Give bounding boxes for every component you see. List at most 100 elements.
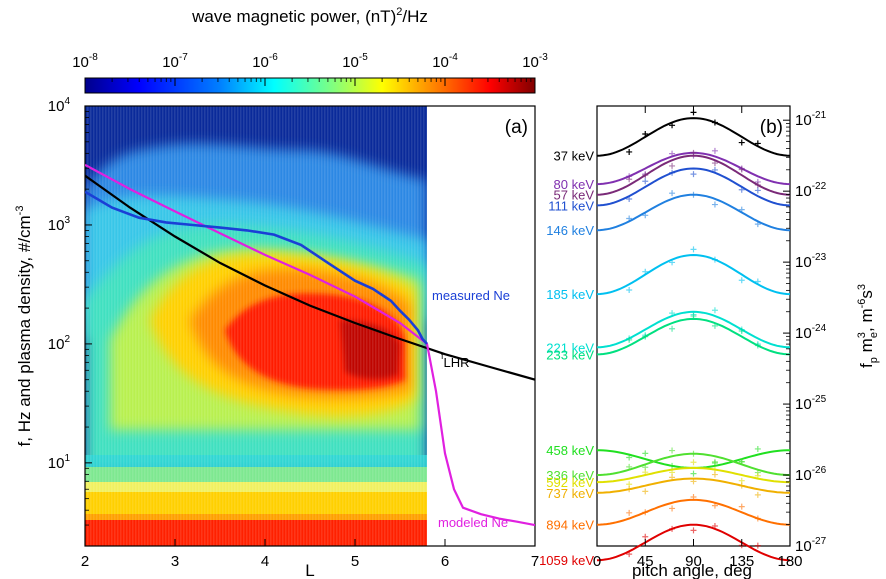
colorbar-title: wave magnetic power, (nT)2/Hz <box>191 6 428 26</box>
x-tick-label: 90 <box>685 553 702 570</box>
data-point <box>738 166 745 173</box>
measured-ne-line <box>85 190 428 345</box>
data-point <box>690 459 697 466</box>
energy-label: 80 keV <box>554 177 595 192</box>
panel-b-ylabel: fp m3e, m-6s3 <box>856 284 880 368</box>
data-point <box>669 505 676 512</box>
data-point <box>738 186 745 193</box>
energy-label: 146 keV <box>546 223 594 238</box>
colorbar-tick-label: 10-6 <box>252 52 278 71</box>
data-point <box>754 472 761 479</box>
energy-label: 1059 keV <box>539 553 594 568</box>
energy-label: 37 keV <box>554 149 595 164</box>
data-point <box>711 147 718 154</box>
spectrogram <box>85 106 427 546</box>
data-point <box>642 212 649 219</box>
y-tick-label: 10-22 <box>795 181 827 200</box>
measured-ne-label: measured Ne <box>432 288 510 303</box>
energy-label: 592 keV <box>546 475 594 490</box>
energy-label: 57 keV <box>554 188 595 203</box>
data-point <box>626 176 633 183</box>
panel-a-frame <box>84 105 536 547</box>
colorbar-tick-label: 10-4 <box>432 52 458 71</box>
colorbar-ticks <box>84 78 536 86</box>
energy-label: 185 keV <box>546 287 594 302</box>
data-point <box>626 336 633 343</box>
panel-b-xlabel: pitch angle, deg <box>632 561 752 579</box>
data-point <box>626 486 633 493</box>
panel-b-y-ticks: 10-21 10-22 10-23 10-24 10-25 10-26 10-27 <box>783 110 827 555</box>
data-point <box>642 450 649 457</box>
energy-label: 894 keV <box>546 518 594 533</box>
data-point <box>690 478 697 485</box>
panel-b-curves <box>596 109 791 562</box>
data-point <box>754 445 761 452</box>
panel-b-label: (b) <box>760 117 783 138</box>
data-point <box>626 509 633 516</box>
y-tick-label: 10-21 <box>795 110 827 129</box>
data-point <box>754 342 761 349</box>
data-point <box>738 503 745 510</box>
data-point <box>711 458 718 465</box>
data-point <box>711 322 718 329</box>
x-tick-label: 180 <box>777 553 802 570</box>
data-point <box>738 327 745 334</box>
data-point <box>690 470 697 477</box>
energy-label: 458 keV <box>546 443 594 458</box>
flhr-label: fLHR <box>441 351 470 370</box>
y-tick-label: 102 <box>48 334 71 353</box>
data-point <box>642 533 649 540</box>
y-tick-label: 104 <box>48 96 71 115</box>
data-point <box>754 187 761 194</box>
data-point <box>738 139 745 146</box>
panel-a-ylabel: f, Hz and plasma density, #/cm-3 <box>14 206 34 447</box>
data-point <box>738 206 745 213</box>
data-point <box>669 190 676 197</box>
data-point <box>738 458 745 465</box>
data-point <box>711 166 718 173</box>
data-point <box>626 551 633 558</box>
flhr-line <box>85 174 535 381</box>
data-point <box>690 246 697 253</box>
data-point <box>754 542 761 549</box>
panel-a-y-ticks: 101 102 103 104 <box>48 96 92 547</box>
panel-a: 2 3 4 5 6 7 101 102 103 104 (a) measured Ne mode… <box>14 96 539 579</box>
data-point <box>642 131 649 138</box>
data-point <box>642 488 649 495</box>
data-point <box>642 509 649 516</box>
data-point <box>669 162 676 169</box>
data-point <box>690 527 697 534</box>
data-point <box>642 172 649 179</box>
data-point <box>754 221 761 228</box>
data-point <box>642 268 649 275</box>
data-point <box>738 482 745 489</box>
data-point <box>711 160 718 167</box>
data-point <box>626 463 633 470</box>
data-point <box>669 150 676 157</box>
data-point <box>669 122 676 129</box>
data-point <box>642 178 649 185</box>
data-point <box>669 325 676 332</box>
colorbar-tick-label: 10-5 <box>342 52 368 71</box>
data-point <box>626 286 633 293</box>
data-point <box>690 313 697 320</box>
data-point <box>669 525 676 532</box>
data-point <box>642 469 649 476</box>
energy-label: 737 keV <box>546 486 594 501</box>
data-point <box>711 256 718 263</box>
energy-label: 111 keV <box>548 198 594 213</box>
data-point <box>626 195 633 202</box>
colorbar-tick-labels: 10-8 10-7 10-6 10-5 10-4 10-3 <box>72 52 548 71</box>
y-tick-label: 10-23 <box>795 252 827 271</box>
x-tick-label: 3 <box>171 553 179 570</box>
data-point <box>690 494 697 501</box>
colorbar: wave magnetic power, (nT)2/Hz 10-8 10-7 10… <box>72 6 548 94</box>
data-point <box>690 191 697 198</box>
data-point <box>669 310 676 317</box>
energy-label: 233 keV <box>546 347 594 362</box>
x-tick-label: 6 <box>441 553 449 570</box>
data-point <box>711 119 718 126</box>
data-point <box>669 474 676 481</box>
